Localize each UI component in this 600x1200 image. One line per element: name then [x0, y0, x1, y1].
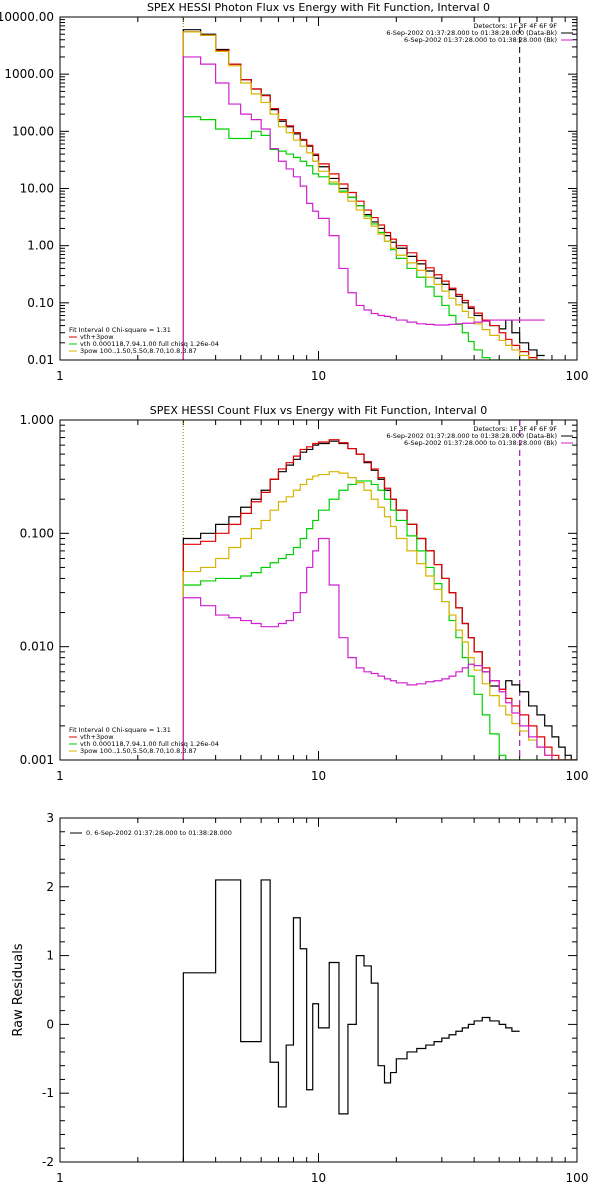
- y-tick-label: 0: [46, 1017, 54, 1031]
- ticks: [59, 817, 577, 1163]
- y-tick-label: 1000.00: [4, 67, 54, 81]
- header-line: Detectors: 1F 3F 4F 6F 9F: [473, 425, 557, 433]
- y-tick-label: 10.00: [20, 182, 54, 196]
- x-tick-label: 1: [56, 369, 64, 383]
- y-axis-label: Raw Residuals: [11, 943, 26, 1036]
- y-tick-label: 0.10: [27, 296, 54, 310]
- plot-area: [182, 420, 577, 760]
- legend-label: 3pow 100.,1.50,5.50,8.70,10.8,3.87: [80, 747, 197, 755]
- y-tick-label: -2: [42, 1155, 54, 1169]
- ticks: [59, 420, 577, 761]
- series-3pow-line: [182, 471, 577, 760]
- chart-title: SPEX HESSI Photon Flux vs Energy with Fi…: [147, 1, 490, 14]
- legend-label: vth 0.000118,7.94,1.00 full chisq 1.26e-…: [80, 340, 219, 348]
- y-tick-label: 2: [46, 880, 54, 894]
- y-tick-label: 3: [46, 811, 54, 825]
- series-vth-3pow-line: [182, 439, 577, 760]
- y-tick-label: -1: [42, 1086, 54, 1100]
- plot-area: [182, 879, 520, 1162]
- header-line: 6-Sep-2002 01:37:28.000 to 01:38:28.000 …: [404, 439, 557, 447]
- legend-label: 3pow 100.,1.50,5.50,8.70,10.8,3.87: [80, 347, 197, 355]
- plot-frame: [59, 16, 578, 361]
- legend-label: 0. 6-Sep-2002 01:37:28.000 to 01:38:28.0…: [86, 829, 232, 837]
- x-tick-label: 1: [56, 1171, 64, 1185]
- legend-label: vth+3pow: [80, 733, 114, 741]
- y-tick-label: 0.010: [20, 640, 54, 654]
- fit-label: Fit Interval 0 Chi-square = 1.31: [69, 326, 171, 334]
- legend-label: vth+3pow: [80, 333, 114, 341]
- count-flux-panel: SPEX HESSI Count Flux vs Energy with Fit…: [20, 404, 589, 783]
- x-tick-label: 100: [566, 369, 589, 383]
- legend-label: vth 0.000118,7.94,1.00 full chisq 1.26e-…: [80, 740, 219, 748]
- header-line: 6-Sep-2002 01:37:28.000 to 01:38:28.000 …: [386, 29, 557, 37]
- fit-label: Fit Interval 0 Chi-square = 1.31: [69, 726, 171, 734]
- y-tick-label: 0.100: [20, 526, 54, 540]
- chart-title: SPEX HESSI Count Flux vs Energy with Fit…: [150, 404, 487, 417]
- y-tick-label: 0.001: [20, 753, 54, 767]
- x-tick-label: 10: [311, 369, 326, 383]
- x-tick-label: 10: [311, 769, 326, 783]
- x-tick-label: 10: [311, 1171, 326, 1185]
- y-tick-label: 1: [46, 949, 54, 963]
- header-line: 6-Sep-2002 01:37:28.000 to 01:38:28.000 …: [386, 432, 557, 440]
- series-bk-line: [182, 537, 577, 760]
- plot-area: [182, 17, 545, 360]
- ticks: [59, 17, 577, 361]
- y-tick-label: 100.00: [12, 124, 54, 138]
- series-3pow-line: [182, 31, 545, 360]
- y-tick-label: 10000.00: [0, 10, 54, 24]
- series-bk-line: [182, 56, 545, 360]
- header-line: 6-Sep-2002 01:37:28.000 to 01:38:28.000 …: [404, 36, 557, 44]
- series-vth-3pow-line: [182, 31, 545, 360]
- y-tick-label: 1.00: [27, 239, 54, 253]
- photon-flux-panel: SPEX HESSI Photon Flux vs Energy with Fi…: [0, 1, 588, 383]
- x-tick-label: 100: [566, 1171, 589, 1185]
- x-tick-label: 1: [56, 769, 64, 783]
- series-residual-line: [182, 879, 520, 1162]
- header-line: Detectors: 1F 3F 4F 6F 9F: [473, 22, 557, 30]
- raw-residuals-panel: 1 10 100 -2 -1 0 1 2 3 Raw Residuals 0. 6-Sep-2002…: [11, 811, 588, 1185]
- series-data-line: [182, 440, 577, 760]
- plot-frame: [59, 419, 578, 761]
- series-data-line: [182, 29, 545, 360]
- plot-frame: [59, 817, 578, 1163]
- x-tick-label: 100: [566, 769, 589, 783]
- y-tick-label: 0.01: [27, 353, 54, 367]
- y-tick-label: 1.000: [20, 413, 54, 427]
- series-vth-line: [182, 480, 577, 760]
